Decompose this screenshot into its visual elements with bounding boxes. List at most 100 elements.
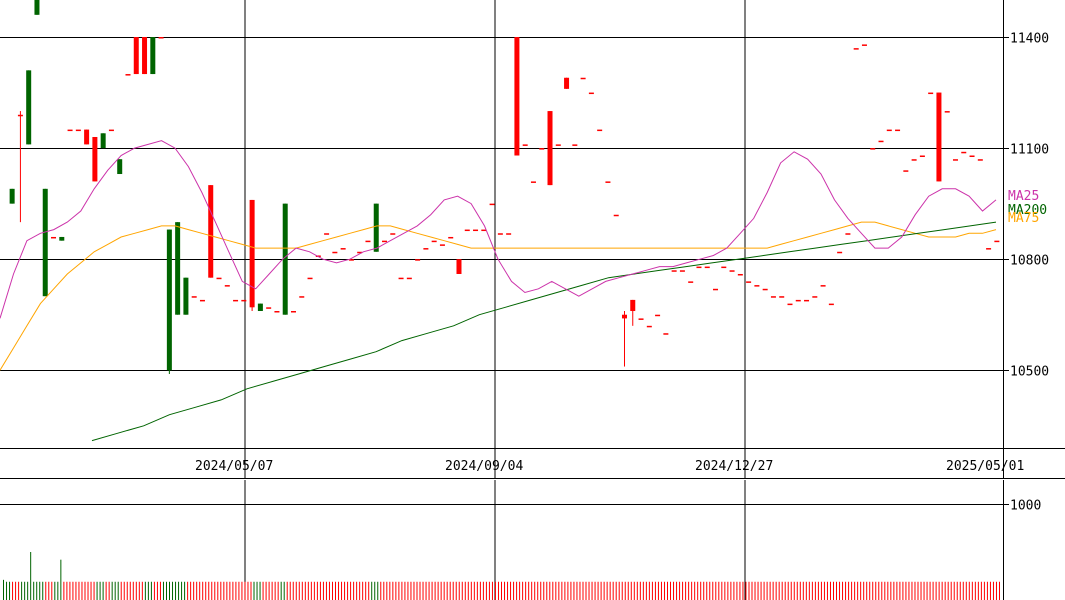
candle-body <box>564 77 570 89</box>
candle-body <box>588 92 594 95</box>
candle-body <box>332 251 338 254</box>
date-tick-label: 2024/05/07 <box>195 459 273 474</box>
candle-body <box>795 299 801 302</box>
date-tick-label: 2024/09/04 <box>445 459 523 474</box>
candle-body <box>754 285 760 287</box>
ma25-line <box>0 140 997 319</box>
candle-body <box>382 240 388 243</box>
candle-body <box>506 233 512 235</box>
candle-body <box>125 74 131 76</box>
candle-body <box>613 214 619 217</box>
ma200-line <box>91 221 997 442</box>
candle-body <box>117 159 123 175</box>
candle-body <box>481 229 487 232</box>
candle-body <box>804 299 810 302</box>
legend-item: MA25 <box>1008 189 1039 204</box>
candle-body <box>26 70 32 145</box>
candle-body <box>17 114 23 117</box>
price-tick-label: 10500 <box>1010 365 1049 380</box>
price-tick-label: 11100 <box>1010 143 1049 158</box>
candle-body <box>952 159 958 161</box>
candle-body <box>539 148 545 150</box>
candle-body <box>870 148 876 150</box>
candle-body <box>51 236 57 239</box>
candle-body <box>630 299 636 312</box>
candle-body <box>572 144 578 146</box>
candle-body <box>34 0 40 15</box>
candle-body <box>696 266 702 269</box>
candle-body <box>448 236 454 239</box>
candle-body <box>108 129 114 132</box>
candle-body <box>464 229 470 232</box>
price-candles <box>9 0 1000 374</box>
candle-body <box>324 233 330 235</box>
candle-body <box>737 273 743 276</box>
candle-body <box>770 296 776 298</box>
candle-body <box>75 129 81 132</box>
date-x-axis: 2024/05/07 2024/09/04 2024/12/27 2025/05/01 <box>0 448 1065 479</box>
candle-body <box>903 170 909 172</box>
candle-body <box>233 299 239 302</box>
date-tick-label: 2025/05/01 <box>946 459 1024 474</box>
candle-body <box>746 281 752 283</box>
candle-body <box>679 270 685 272</box>
candle-body <box>208 185 214 278</box>
candle-body <box>290 311 296 313</box>
candle-body <box>522 144 528 146</box>
candle-body <box>646 325 652 328</box>
volume-tick-label: 1000 <box>1010 499 1041 514</box>
candle-body <box>348 259 354 261</box>
candle-body <box>688 281 694 283</box>
candle-body <box>621 314 627 319</box>
candle-body <box>671 270 677 272</box>
candle-body <box>166 229 172 371</box>
candle-body <box>986 248 992 250</box>
candle-body <box>729 270 735 272</box>
candle-body <box>605 181 611 183</box>
candle-body <box>895 129 901 132</box>
candle-body <box>307 277 313 280</box>
candle-body <box>704 266 710 269</box>
legend-item: MA200 <box>1008 203 1047 218</box>
candle-body <box>92 136 98 182</box>
candle-body <box>299 296 305 298</box>
candle-body <box>282 203 288 315</box>
volume-bars <box>3 552 1000 600</box>
candle-body <box>547 111 553 186</box>
candle-body <box>473 229 479 232</box>
candle-body <box>845 233 851 235</box>
candle-body <box>994 240 1000 243</box>
candle-body <box>59 236 65 241</box>
candle-body <box>142 37 148 75</box>
candle-body <box>133 37 139 75</box>
candle-body <box>944 111 950 113</box>
candle-body <box>100 133 106 149</box>
candle-body <box>183 277 189 315</box>
candle-body <box>911 159 917 161</box>
candle-body <box>928 92 934 95</box>
legend-item: MA75 <box>1008 211 1039 226</box>
candle-body <box>514 37 520 156</box>
price-tick-label: 10800 <box>1010 254 1049 269</box>
price-moving-averages <box>0 140 997 442</box>
candle-body <box>398 277 404 280</box>
candle-body <box>266 307 272 309</box>
candle-body <box>340 248 346 250</box>
candle-body <box>853 48 859 50</box>
candle-body <box>257 303 263 312</box>
candle-body <box>67 129 73 132</box>
candle-body <box>191 296 197 298</box>
candle-body <box>415 259 421 261</box>
candle-body <box>580 77 586 80</box>
candle-body <box>241 299 247 302</box>
candle-body <box>919 155 925 158</box>
candle-body <box>828 303 834 306</box>
date-tick-label: 2024/12/27 <box>695 459 773 474</box>
candle-body <box>84 129 90 145</box>
candle-body <box>199 299 205 302</box>
candle-body <box>837 251 843 254</box>
candle-body <box>530 181 536 183</box>
